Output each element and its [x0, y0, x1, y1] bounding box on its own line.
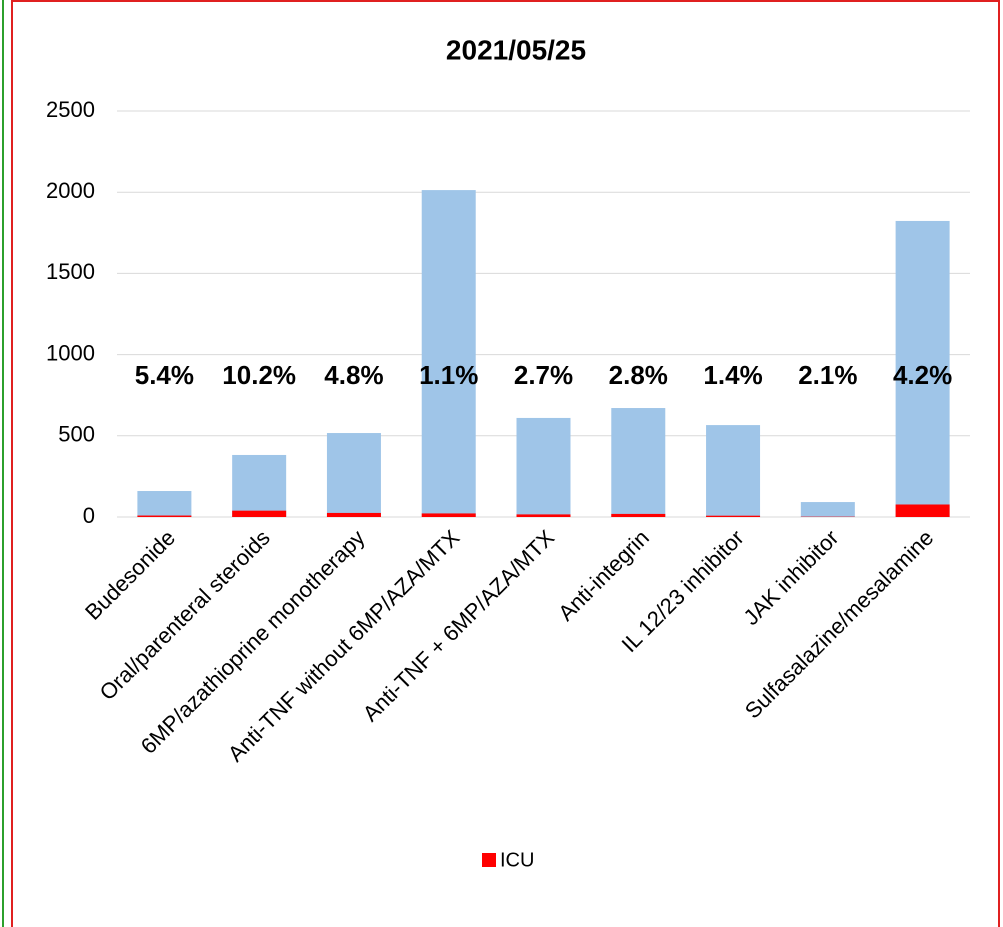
x-tick-label: Anti-TNF + 6MP/AZA/MTX [358, 525, 560, 727]
bar [516, 417, 571, 517]
bar [611, 408, 666, 517]
bar [137, 515, 192, 517]
x-tick-label: Sulfasalazine/mesalamine [740, 525, 938, 723]
percent-label: 2.7% [514, 360, 573, 390]
bar [895, 504, 950, 517]
legend-label: ICU [500, 849, 534, 871]
x-tick-label: JAK inhibitor [738, 525, 843, 630]
y-tick-label: 1500 [46, 259, 95, 284]
percent-label: 2.8% [609, 360, 668, 390]
x-tick-label: Anti-integrin [553, 525, 654, 626]
y-tick-label: 2000 [46, 178, 95, 203]
percent-label: 2.1% [798, 360, 857, 390]
y-tick-label: 2500 [46, 97, 95, 122]
y-tick-label: 500 [58, 422, 95, 447]
bar [706, 515, 761, 517]
percent-label: 1.4% [703, 360, 762, 390]
percent-label: 5.4% [135, 360, 194, 390]
bar [800, 502, 855, 517]
bar [326, 433, 381, 517]
bar [326, 512, 381, 517]
bar [706, 425, 761, 517]
bar [137, 491, 192, 517]
bar [421, 190, 476, 517]
chart-frame [11, 0, 1000, 927]
bar [421, 513, 476, 517]
chart-title: 2021/05/25 [446, 34, 586, 65]
bar [232, 454, 287, 517]
legend-swatch [482, 853, 496, 867]
bar [611, 513, 666, 517]
bar [232, 510, 287, 517]
bar [516, 514, 571, 517]
y-tick-label: 1000 [46, 340, 95, 365]
percent-label: 4.2% [893, 360, 952, 390]
x-tick-label: Oral/parenteral steroids [95, 525, 275, 705]
x-tick-label: Budesonide [80, 525, 180, 625]
percent-label: 4.8% [324, 360, 383, 390]
percent-label: 10.2% [222, 360, 296, 390]
bar [895, 220, 950, 517]
y-tick-label: 0 [83, 503, 95, 528]
percent-label: 1.1% [419, 360, 478, 390]
